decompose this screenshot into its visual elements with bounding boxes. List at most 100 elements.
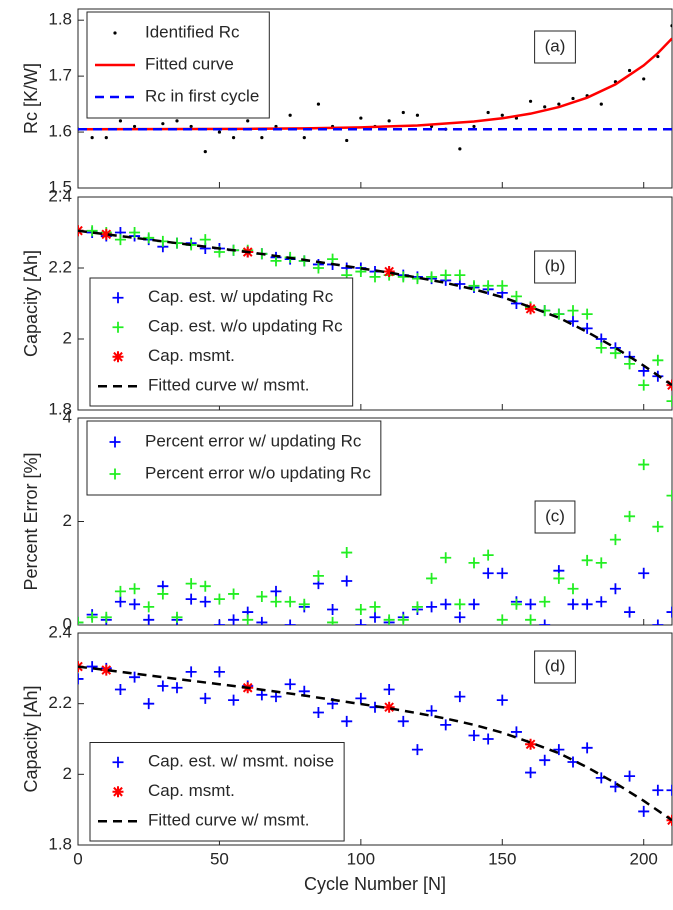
- data-point: [482, 280, 494, 292]
- plot-frame: [77, 632, 673, 846]
- data-point: [171, 611, 183, 623]
- data-point: [525, 738, 537, 750]
- data-point: [100, 664, 112, 676]
- data-point: [302, 136, 306, 140]
- legend-label: Identified Rc: [145, 22, 240, 41]
- data-point: [426, 705, 438, 717]
- data-point: [383, 266, 395, 278]
- annotation-text: (a): [545, 36, 566, 55]
- data-point: [369, 271, 381, 283]
- data-point: [86, 661, 98, 673]
- data-point: [185, 578, 197, 590]
- data-point: [666, 490, 672, 502]
- data-point: [510, 290, 522, 302]
- data-point: [624, 606, 636, 618]
- legend: Cap. est. w/ updating Rc Cap. est. w/o up…: [89, 277, 354, 407]
- data-point: [143, 601, 155, 613]
- data-point: [454, 691, 466, 703]
- data-point: [454, 611, 466, 623]
- data-point: [86, 611, 98, 623]
- data-point: [171, 682, 183, 694]
- annotation-box: [534, 250, 576, 284]
- y-tick-label: 1.6: [48, 122, 72, 141]
- x-tick-label: 0: [73, 849, 82, 868]
- data-point: [581, 742, 593, 754]
- data-point: [609, 583, 621, 595]
- legend-label: Cap. msmt.: [148, 346, 235, 365]
- data-point: [666, 606, 672, 618]
- data-point: [359, 116, 363, 120]
- data-point: [327, 603, 339, 615]
- legend-label: Fitted curve w/ msmt.: [148, 811, 310, 830]
- panel: 1.5 1.6 1.7 1.8 Rc [K/W] (a) Identified Rc Fitt…: [21, 8, 673, 196]
- data-point: [298, 598, 310, 610]
- data-point: [581, 598, 593, 610]
- data-point: [288, 113, 292, 117]
- x-tick-label: 50: [210, 849, 229, 868]
- data-point: [217, 130, 222, 134]
- y-axis-label: Rc [K/W]: [21, 63, 41, 134]
- legend-box: [89, 277, 354, 407]
- data-point: [553, 572, 565, 584]
- legend-box: [86, 420, 382, 496]
- panel: 1.8 2 2.2 2.4 0 50 100 150 200 Capacity [Ah] Cycle…: [21, 622, 673, 894]
- legend-swatch: [112, 756, 124, 768]
- data-point: [440, 719, 452, 731]
- y-axis-label: Capacity [Ah]: [21, 250, 41, 357]
- data-point: [581, 322, 593, 334]
- data-point: [595, 596, 607, 608]
- data-point: [242, 614, 254, 625]
- data-point: [581, 308, 593, 320]
- data-point: [581, 554, 593, 566]
- data-point: [595, 557, 607, 569]
- plot-frame: [77, 196, 673, 411]
- data-point: [482, 549, 494, 561]
- data-point: [599, 102, 603, 106]
- data-point: [185, 593, 197, 605]
- data-point: [510, 598, 522, 610]
- data-point: [274, 124, 278, 129]
- legend-label: Rc in first cycle: [145, 86, 259, 105]
- annotation-box: [534, 650, 576, 684]
- data-point: [78, 616, 84, 625]
- data-point: [383, 614, 395, 625]
- data-point: [397, 715, 409, 727]
- data-point: [143, 698, 155, 710]
- data-point: [652, 619, 664, 625]
- data-point: [270, 691, 282, 703]
- y-tick-label: 1.5: [48, 177, 72, 196]
- data-point: [595, 342, 607, 354]
- data-point: [327, 616, 339, 625]
- data-point: [270, 255, 282, 267]
- y-tick-label: 0: [63, 614, 72, 633]
- data-point: [199, 692, 211, 704]
- data-point: [129, 671, 141, 683]
- data-point: [638, 365, 650, 377]
- legend-label: Percent error w/ updating Rc: [145, 431, 362, 450]
- data-point: [486, 110, 490, 115]
- legend-box: [89, 742, 345, 842]
- data-point: [624, 510, 636, 522]
- data-point: [567, 305, 579, 317]
- plot-frame: [77, 8, 673, 189]
- annotation-box: [534, 30, 576, 64]
- annotation-text: (b): [545, 256, 566, 275]
- legend: Percent error w/ updating Rc Percent erro…: [86, 420, 382, 496]
- data-point: [525, 303, 537, 315]
- data-point: [670, 24, 672, 28]
- data-point: [228, 694, 240, 706]
- data-point: [143, 614, 155, 625]
- data-point: [157, 680, 169, 692]
- data-point: [500, 113, 504, 117]
- data-point: [656, 54, 660, 59]
- data-point: [175, 119, 179, 123]
- data-point: [652, 784, 664, 796]
- y-axis-label: Percent Error [%]: [21, 452, 41, 590]
- data-point: [510, 726, 522, 738]
- data-point: [199, 234, 211, 246]
- data-point: [609, 347, 621, 359]
- y-axis-label: Capacity [Ah]: [21, 685, 41, 792]
- data-point: [369, 611, 381, 623]
- data-point: [161, 122, 165, 126]
- data-point: [129, 583, 141, 595]
